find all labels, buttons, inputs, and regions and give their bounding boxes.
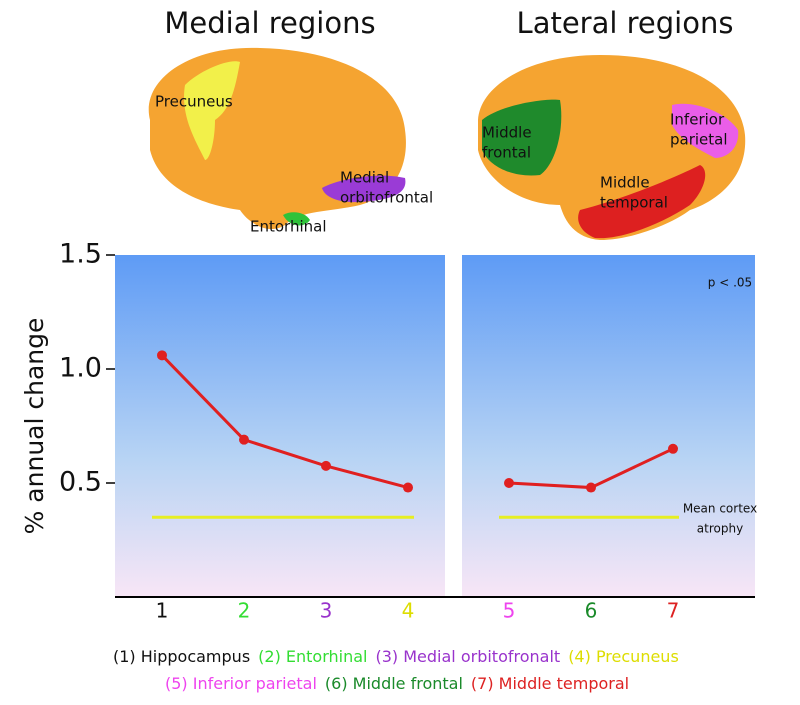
- x-tick-label: 3: [320, 599, 333, 623]
- legend-row: (1) Hippocampus (2) Entorhinal (3) Medial …: [113, 647, 679, 666]
- plot-background: [462, 255, 755, 597]
- brain-region-label: Middle: [482, 124, 532, 142]
- x-tick-label: 2: [238, 599, 251, 623]
- brain-region-label: orbitofrontal: [340, 189, 433, 207]
- medial-brain: [148, 47, 406, 230]
- annotation: p < .05: [708, 276, 752, 290]
- x-tick-label: 1: [156, 599, 169, 623]
- x-tick-label: 5: [503, 599, 516, 623]
- data-point: [321, 460, 331, 471]
- legend-entry: (2) Entorhinal: [258, 647, 367, 666]
- x-tick-label: 4: [402, 599, 415, 623]
- legend-entry: (4) Precuneus: [568, 647, 679, 666]
- y-tick-label: 0.5: [59, 467, 102, 498]
- x-tick-label: 6: [585, 599, 598, 623]
- brain-region-label: parietal: [670, 131, 728, 149]
- legend-row: (5) Inferior parietal (6) Middle frontal (…: [165, 674, 629, 693]
- y-tick-label: 1.5: [59, 239, 102, 270]
- data-point: [403, 482, 413, 493]
- legend-entry: (5) Inferior parietal: [165, 674, 317, 693]
- reference-label: Mean cortex: [683, 502, 757, 516]
- lateral-brain: [478, 55, 746, 240]
- data-point: [504, 478, 514, 488]
- reference-label: atrophy: [697, 522, 743, 536]
- brain-region-label: Entorhinal: [250, 218, 327, 236]
- brain-region-label: frontal: [482, 144, 531, 162]
- legend-entry: (3) Medial orbitofronalt: [376, 647, 561, 666]
- data-point: [586, 482, 596, 493]
- legend-entry: (6) Middle frontal: [325, 674, 463, 693]
- y-axis-label: % annual change: [20, 318, 49, 535]
- brain-region-label: Medial: [340, 169, 389, 187]
- y-tick-label: 1.0: [59, 353, 102, 384]
- plot-background: [115, 255, 445, 597]
- legend-entry: (7) Middle temporal: [471, 674, 629, 693]
- data-point: [668, 443, 678, 454]
- data-point: [157, 350, 167, 361]
- chart-title: Medial regions: [164, 6, 375, 40]
- data-point: [239, 434, 249, 445]
- data-line: [160, 354, 409, 490]
- legend-entry: (1) Hippocampus: [113, 647, 250, 666]
- brain-region-label: Inferior: [670, 111, 725, 129]
- x-tick-label: 7: [667, 599, 680, 623]
- brain-region-label: temporal: [600, 194, 668, 212]
- brain-region-label: Precuneus: [155, 93, 233, 111]
- brain-region-label: Middle: [600, 174, 650, 192]
- chart-title: Lateral regions: [517, 6, 734, 40]
